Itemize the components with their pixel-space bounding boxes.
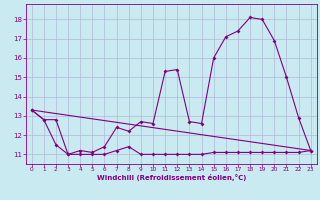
X-axis label: Windchill (Refroidissement éolien,°C): Windchill (Refroidissement éolien,°C) xyxy=(97,174,246,181)
